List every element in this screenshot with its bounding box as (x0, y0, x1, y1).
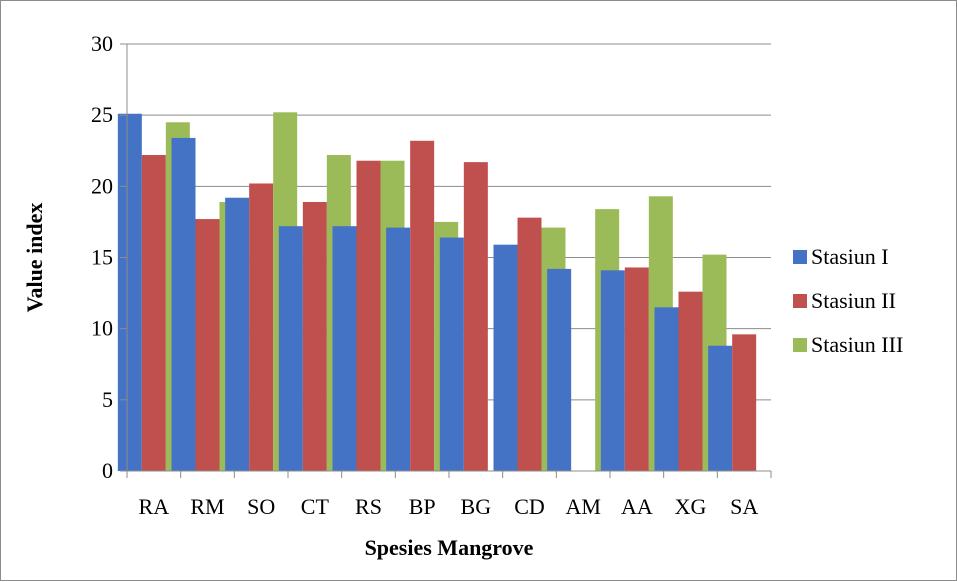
x-tick-label: RS (355, 494, 382, 519)
bar-aa-series-2 (624, 267, 649, 471)
axes: 0 5 10 15 20 25 30 RA RM SO CT RS BP BG CD AM AA XG SA (91, 31, 772, 519)
legend: Stasiun I Stasiun II Stasiun III (793, 244, 903, 357)
x-tick-label: BG (461, 494, 492, 519)
legend-swatch (793, 294, 807, 308)
bar-sa-series-2 (732, 334, 757, 471)
x-axis-title: Spesies Mangrove (365, 535, 534, 560)
x-tick-label: RA (139, 494, 170, 519)
legend-label: Stasiun II (811, 288, 896, 313)
bar-bg-series-1 (439, 237, 464, 471)
legend-label: Stasiun I (811, 244, 889, 269)
bar-bg-series-2 (463, 162, 488, 472)
bar-rs-series-1 (332, 226, 357, 471)
x-tick-label: SO (247, 494, 275, 519)
y-tick-label: 25 (91, 102, 113, 127)
y-tick-label: 30 (91, 31, 113, 56)
y-tick-label: 10 (91, 316, 113, 341)
bar-aa-series-1 (600, 270, 625, 471)
x-tick-label: CD (514, 494, 545, 519)
bar-ra-series-1 (117, 113, 142, 471)
x-tick-label: BP (409, 494, 436, 519)
y-tick-label: 0 (102, 458, 113, 483)
y-tick-label: 15 (91, 245, 113, 270)
bar-am-series-1 (547, 268, 572, 471)
bar-so-series-2 (249, 183, 274, 471)
x-tick-label: XG (675, 494, 707, 519)
bars (117, 112, 757, 472)
bar-xg-series-2 (678, 291, 703, 471)
bar-sa-series-1 (708, 345, 733, 471)
bar-ct-series-1 (278, 226, 303, 471)
bar-bp-series-1 (386, 227, 411, 471)
x-tick-label: AM (565, 494, 600, 519)
x-tick-label: AA (621, 494, 653, 519)
bar-rs-series-2 (356, 160, 381, 472)
bar-ra-series-2 (141, 155, 166, 471)
legend-label: Stasiun III (811, 332, 903, 357)
bar-cd-series-2 (517, 217, 542, 471)
bar-so-series-1 (225, 197, 250, 471)
legend-swatch (793, 250, 807, 264)
y-tick-label: 5 (102, 387, 113, 412)
bar-cd-series-1 (493, 244, 518, 471)
y-tick-label: 20 (91, 173, 113, 198)
x-tick-label: RM (190, 494, 224, 519)
legend-swatch (793, 338, 807, 352)
bar-rm-series-1 (171, 137, 196, 471)
bar-bp-series-2 (410, 140, 435, 471)
bar-ct-series-2 (302, 201, 327, 472)
y-axis-title: Value index (22, 203, 47, 313)
bar-xg-series-1 (654, 307, 679, 471)
x-tick-label: SA (730, 494, 758, 519)
x-tick-label: CT (301, 494, 330, 519)
bar-rm-series-2 (195, 219, 220, 471)
